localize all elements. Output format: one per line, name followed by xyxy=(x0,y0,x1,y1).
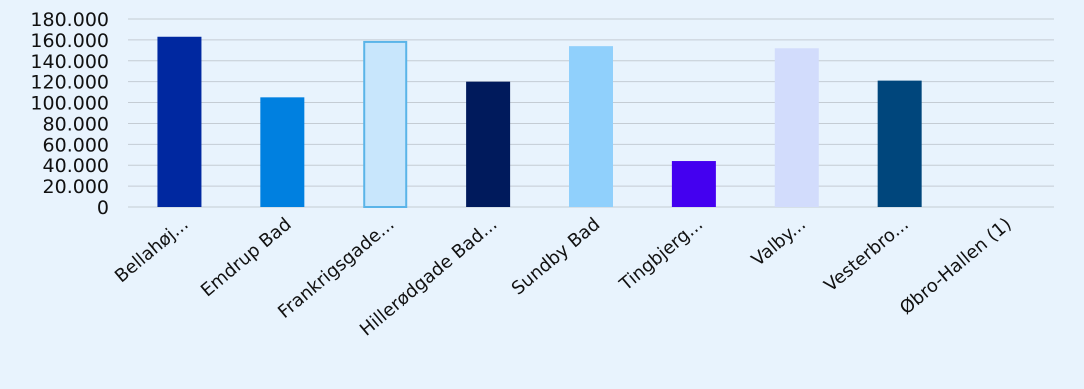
y-tick-label: 120.000 xyxy=(30,72,109,94)
bar xyxy=(363,40,408,208)
bar xyxy=(569,46,613,208)
x-category-label: Sundby Bad xyxy=(508,214,604,300)
bar xyxy=(877,80,922,207)
x-category-label: Øbro-Hallen (1) xyxy=(896,214,1016,319)
y-tick-label: 100.000 xyxy=(30,93,109,115)
y-tick-label: 180.000 xyxy=(30,9,109,31)
y-tick-label: 40.000 xyxy=(43,155,109,177)
bar xyxy=(774,48,819,207)
x-category-label: Tingbjerg... xyxy=(615,214,707,296)
x-category-label: Emdrup Bad xyxy=(197,214,296,301)
x-category-label: Bellahøj... xyxy=(111,214,193,287)
y-tick-label: 60.000 xyxy=(43,134,109,156)
y-tick-label: 140.000 xyxy=(30,51,109,73)
y-tick-label: 20.000 xyxy=(43,176,109,198)
bar xyxy=(466,81,511,207)
bars xyxy=(157,36,922,208)
y-tick-label: 80.000 xyxy=(43,113,109,135)
x-category-label: Valby... xyxy=(748,214,810,271)
x-category-label: Vesterbro... xyxy=(820,214,913,296)
bar xyxy=(260,97,305,207)
y-tick-label: 0 xyxy=(97,197,109,219)
bar xyxy=(671,161,716,207)
x-axis-category-labels: Bellahøj... Emdrup BadFrankrigsgade...Hil… xyxy=(111,214,1016,341)
bar xyxy=(157,36,202,207)
y-tick-label: 160.000 xyxy=(30,30,109,52)
y-axis-tick-labels: 020.00040.00060.00080.000100.000120.0001… xyxy=(30,9,109,219)
